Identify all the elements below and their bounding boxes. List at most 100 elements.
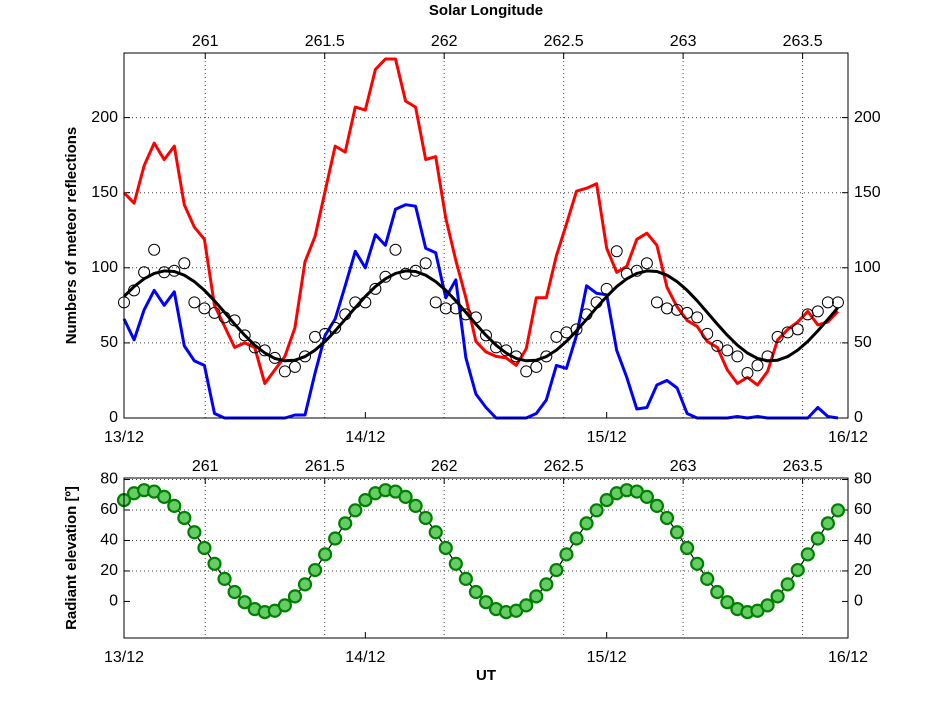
marker <box>278 365 291 378</box>
y-tick-label-right: 0 <box>854 593 863 610</box>
plot-frame <box>123 477 849 639</box>
y-tick-label: 40 <box>100 532 118 549</box>
marker <box>721 344 734 357</box>
marker <box>650 296 663 309</box>
marker <box>661 302 673 315</box>
marker <box>207 556 222 571</box>
x-axis-title: UT <box>476 667 496 684</box>
marker <box>348 503 363 518</box>
marker <box>157 489 172 504</box>
x2-tick-label: 262 <box>431 33 458 50</box>
y-axis-title: Numbers of meteor reflections <box>63 127 80 345</box>
marker <box>398 489 413 504</box>
y-tick-label: 150 <box>91 184 118 201</box>
marker <box>338 516 353 531</box>
plot-frame <box>123 52 849 419</box>
marker <box>419 257 432 270</box>
marker <box>640 257 653 270</box>
marker <box>599 492 614 508</box>
series-line <box>122 203 839 420</box>
marker <box>680 540 695 556</box>
y-tick-label-right: 0 <box>854 409 863 426</box>
y-tick-label: 60 <box>100 501 118 518</box>
marker <box>448 556 463 571</box>
marker <box>821 296 834 309</box>
marker <box>208 306 221 319</box>
marker <box>458 571 473 586</box>
x2-tick-label: 261 <box>192 33 219 50</box>
marker <box>418 510 433 526</box>
y-tick-label: 200 <box>91 109 118 126</box>
marker <box>217 571 232 586</box>
x2-tick-label: 262.5 <box>544 458 584 475</box>
marker <box>600 282 613 295</box>
marker <box>831 296 844 309</box>
marker <box>358 492 373 508</box>
marker <box>820 516 835 531</box>
marker <box>178 257 191 270</box>
x2-tick-label: 261.5 <box>305 33 345 50</box>
marker <box>720 595 735 610</box>
marker <box>710 584 725 600</box>
marker <box>438 540 453 556</box>
marker <box>187 525 202 540</box>
marker <box>328 531 343 546</box>
marker <box>428 525 443 540</box>
marker <box>760 598 775 613</box>
marker <box>177 510 192 526</box>
marker <box>751 359 764 372</box>
marker <box>408 498 423 513</box>
x-tick-label: 15/12 <box>587 649 627 666</box>
x2-tick-label: 263 <box>670 458 697 475</box>
x2-tick-label: 262 <box>431 458 458 475</box>
marker <box>550 330 563 343</box>
marker <box>711 339 724 352</box>
marker <box>520 365 533 378</box>
y-tick-label-right: 150 <box>854 184 881 201</box>
marker <box>830 503 846 518</box>
marker <box>227 584 242 600</box>
marker <box>429 296 442 309</box>
marker <box>197 540 212 556</box>
marker <box>549 562 564 578</box>
marker <box>800 547 815 562</box>
x2-tick-label: 261 <box>192 458 219 475</box>
marker <box>811 305 824 318</box>
marker <box>439 302 452 315</box>
marker <box>700 571 715 586</box>
marker <box>238 329 251 342</box>
marker <box>770 589 785 604</box>
marker <box>277 598 292 613</box>
marker <box>299 350 311 363</box>
marker <box>681 306 694 319</box>
x-tick-label: 16/12 <box>828 429 868 446</box>
y-tick-label-right: 80 <box>854 471 872 488</box>
marker <box>570 323 583 336</box>
marker <box>198 302 211 315</box>
y-tick-label: 80 <box>100 471 118 488</box>
marker <box>569 531 584 546</box>
x2-tick-label: 261.5 <box>305 458 345 475</box>
y-tick-label: 20 <box>100 562 118 579</box>
marker <box>389 243 402 256</box>
marker <box>519 598 534 613</box>
marker <box>669 525 685 540</box>
marker <box>369 282 382 295</box>
y-tick-label: 50 <box>100 334 118 351</box>
marker <box>148 243 161 256</box>
y-tick-label: 0 <box>109 593 118 610</box>
marker <box>530 360 543 373</box>
marker <box>237 595 252 610</box>
marker <box>297 577 313 592</box>
marker <box>791 323 804 336</box>
y-tick-label-right: 200 <box>854 109 881 126</box>
marker <box>639 489 654 504</box>
marker <box>318 547 333 562</box>
marker <box>188 296 201 309</box>
marker <box>691 311 704 324</box>
y-tick-label-right: 20 <box>854 562 872 579</box>
marker <box>659 510 675 526</box>
marker <box>790 562 805 578</box>
marker <box>539 577 554 592</box>
